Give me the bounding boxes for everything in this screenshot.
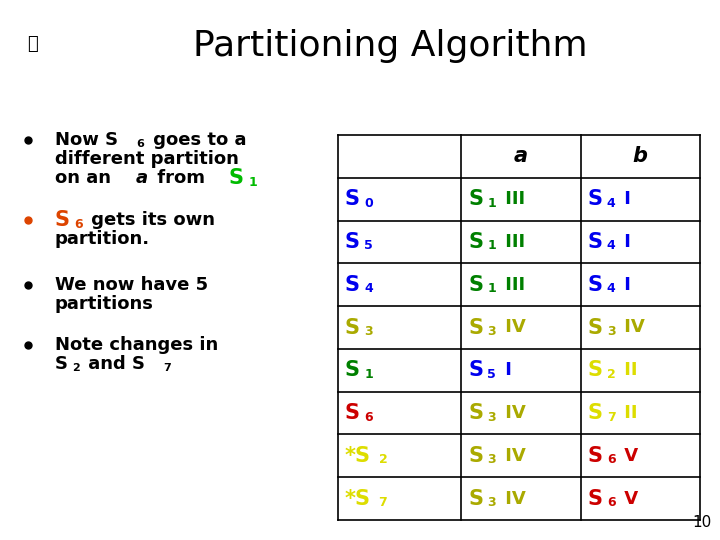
Text: 0: 0 xyxy=(364,197,373,210)
Text: 2: 2 xyxy=(72,363,79,373)
Text: 2: 2 xyxy=(379,454,387,467)
Text: III: III xyxy=(499,276,525,294)
Text: S: S xyxy=(588,275,603,295)
Text: Note changes in: Note changes in xyxy=(55,336,218,354)
Text: III: III xyxy=(499,190,525,208)
Text: S: S xyxy=(468,360,483,380)
Text: S: S xyxy=(468,275,483,295)
Text: from: from xyxy=(151,169,211,187)
Text: We now have 5: We now have 5 xyxy=(55,276,208,294)
Text: I: I xyxy=(618,276,631,294)
Text: 6: 6 xyxy=(364,410,373,423)
Text: *S: *S xyxy=(345,446,371,466)
Text: IV: IV xyxy=(498,490,526,508)
Text: S: S xyxy=(345,275,360,295)
Text: II: II xyxy=(618,404,638,422)
Text: 3: 3 xyxy=(364,325,373,338)
Text: IV: IV xyxy=(498,404,526,422)
Text: 1: 1 xyxy=(487,197,496,210)
Text: S: S xyxy=(588,318,603,338)
Text: 6: 6 xyxy=(137,139,144,149)
Text: II: II xyxy=(618,361,638,379)
Text: S: S xyxy=(55,210,70,230)
Text: S: S xyxy=(345,360,360,380)
Text: 5: 5 xyxy=(487,368,496,381)
Text: partition.: partition. xyxy=(55,230,150,248)
Text: S: S xyxy=(468,318,483,338)
Text: S: S xyxy=(588,232,603,252)
Text: S: S xyxy=(345,189,360,209)
Text: 7: 7 xyxy=(379,496,387,509)
Text: 5: 5 xyxy=(364,239,373,252)
Text: 1: 1 xyxy=(364,368,373,381)
Text: 🔉: 🔉 xyxy=(27,35,37,53)
Text: I: I xyxy=(618,233,631,251)
Text: S: S xyxy=(588,189,603,209)
Text: S: S xyxy=(588,403,603,423)
Text: IV: IV xyxy=(618,319,645,336)
Text: 4: 4 xyxy=(364,282,373,295)
Text: a: a xyxy=(514,146,528,166)
Text: 6: 6 xyxy=(607,454,616,467)
Text: IV: IV xyxy=(498,447,526,465)
Text: 3: 3 xyxy=(487,325,496,338)
Text: different partition: different partition xyxy=(55,150,239,168)
Text: 6: 6 xyxy=(74,218,83,231)
Text: 3: 3 xyxy=(487,454,496,467)
Text: S: S xyxy=(588,489,603,509)
Text: 3: 3 xyxy=(607,325,616,338)
Text: 1: 1 xyxy=(487,282,496,295)
Text: 3: 3 xyxy=(487,496,496,509)
Text: S: S xyxy=(345,403,360,423)
Text: 4: 4 xyxy=(607,197,616,210)
Text: S: S xyxy=(468,189,483,209)
Text: 7: 7 xyxy=(607,410,616,423)
Text: S: S xyxy=(468,446,483,466)
Text: III: III xyxy=(499,233,525,251)
Text: on an: on an xyxy=(55,169,117,187)
Text: 1: 1 xyxy=(248,176,257,188)
Text: 10: 10 xyxy=(693,515,712,530)
Text: 6: 6 xyxy=(607,496,616,509)
Text: I: I xyxy=(618,190,631,208)
Text: S: S xyxy=(345,318,360,338)
Text: S: S xyxy=(55,355,68,373)
Text: IV: IV xyxy=(498,319,526,336)
Text: gets its own: gets its own xyxy=(86,211,215,229)
Text: Now S: Now S xyxy=(55,131,118,149)
Text: *S: *S xyxy=(345,489,371,509)
Text: and S: and S xyxy=(82,355,145,373)
Text: S: S xyxy=(588,446,603,466)
Text: I: I xyxy=(499,361,512,379)
Text: 2: 2 xyxy=(607,368,616,381)
Text: goes to a: goes to a xyxy=(147,131,246,149)
Text: 3: 3 xyxy=(487,410,496,423)
Text: 4: 4 xyxy=(607,282,616,295)
Text: S: S xyxy=(345,232,360,252)
Text: b: b xyxy=(633,146,648,166)
Text: 7: 7 xyxy=(163,363,171,373)
Text: V: V xyxy=(618,490,638,508)
Text: S: S xyxy=(229,168,243,188)
Text: S: S xyxy=(468,232,483,252)
Text: a: a xyxy=(135,169,148,187)
Text: S: S xyxy=(588,360,603,380)
Text: 4: 4 xyxy=(607,239,616,252)
Text: V: V xyxy=(618,447,638,465)
Text: 1: 1 xyxy=(487,239,496,252)
Text: S: S xyxy=(468,403,483,423)
Text: partitions: partitions xyxy=(55,295,154,313)
Text: S: S xyxy=(468,489,483,509)
Text: Partitioning Algorithm: Partitioning Algorithm xyxy=(193,29,588,63)
